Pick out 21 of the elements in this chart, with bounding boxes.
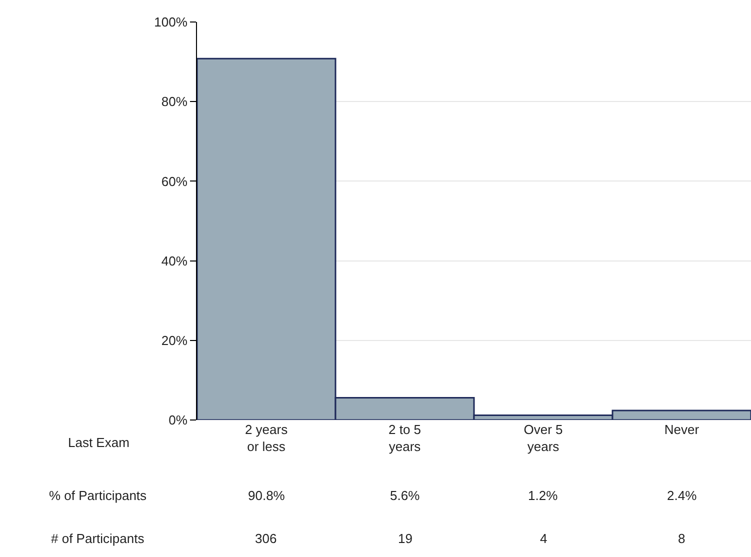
text: 19	[398, 531, 412, 546]
x-tick-label: 2 to 5 years	[388, 422, 422, 454]
x-axis-title: Last Exam	[68, 435, 130, 450]
data-label: 5.6%	[390, 488, 420, 503]
text: % of Participants	[49, 488, 148, 503]
y-tick-label: 60%	[161, 174, 188, 189]
y-tick-label: 100%	[154, 14, 188, 30]
text: 306	[255, 531, 277, 546]
text: # of Participants	[51, 531, 145, 546]
data-label: 1.2%	[528, 488, 558, 503]
y-tick-label: 0%	[168, 412, 188, 428]
data-label: 2.4%	[667, 488, 698, 503]
data-label: 90.8%	[248, 488, 286, 503]
text: 8	[678, 531, 686, 546]
y-tick-label: 20%	[161, 332, 188, 348]
y-tick-label: 40%	[161, 253, 188, 268]
x-tick-label: Never	[664, 422, 700, 437]
text: 4	[540, 531, 548, 546]
x-tick-label: Over 5 years	[524, 422, 563, 454]
x-tick-label: 2 years or less	[244, 422, 288, 454]
y-tick-label: 80%	[161, 94, 188, 110]
